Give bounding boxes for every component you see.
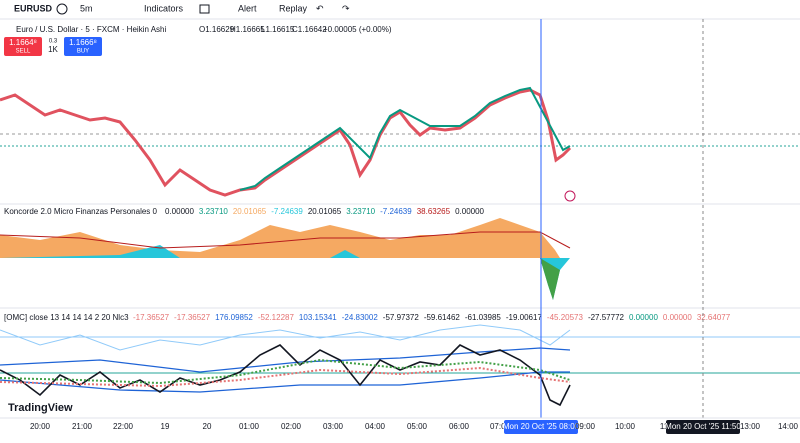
buy-button[interactable] [64, 37, 102, 56]
logo: TradingView [8, 402, 73, 414]
omc-signal-2 [0, 366, 571, 388]
legend-change: +0.00005 (+0.00%) [323, 25, 392, 34]
omc-upper [0, 324, 571, 351]
koncorde-title: Koncorde 2.0 Micro Finanzas Personales 0 [4, 207, 158, 216]
omc-value: 0.00000 [663, 313, 692, 322]
alert[interactable]: Alert [238, 3, 257, 13]
omc-value: -27.57772 [588, 313, 625, 322]
time-label: 19 [161, 422, 170, 431]
omc-value: -61.03985 [465, 313, 502, 322]
time-label: 05:00 [407, 422, 428, 431]
omc-value: -17.36527 [133, 313, 170, 322]
omc-title: [OMC] close 13 14 14 14 2 20 Nlc3 [4, 313, 129, 322]
sell-price: 1.1664⁸ [9, 38, 37, 47]
legend-title: Euro / U.S. Dollar · 5 · FXCM · Heikin A… [16, 25, 166, 34]
time-label: 01:00 [239, 422, 260, 431]
legend-close: C1.16642 [292, 25, 327, 34]
koncorde-green [540, 258, 560, 300]
spread: 0.3 [49, 39, 58, 45]
time-label: 20 [203, 422, 212, 431]
legend-open: O1.16629 [199, 25, 235, 34]
omc-signal [0, 358, 571, 385]
koncorde-value: 0.00000 [455, 207, 484, 216]
omc-value: -24.83002 [342, 313, 379, 322]
indicators[interactable]: Indicators [144, 3, 184, 13]
time-label: 10:00 [615, 422, 636, 431]
event-marker[interactable] [564, 190, 576, 202]
layout-icon[interactable] [199, 4, 210, 14]
time-label: 04:00 [365, 422, 386, 431]
koncorde-value: 3.23710 [199, 207, 228, 216]
koncorde-line [0, 231, 571, 249]
undo[interactable]: ↶ [316, 3, 324, 13]
omc-line [0, 344, 571, 407]
time-label: 14:00 [778, 422, 799, 431]
omc-value: -45.20573 [547, 313, 584, 322]
time-label: 03:00 [323, 422, 344, 431]
omc-value: -19.00617 [506, 313, 543, 322]
time-label: 20:00 [30, 422, 51, 431]
omc-value: -52.12287 [258, 313, 295, 322]
legend-high: H1.16665 [230, 25, 265, 34]
price-candles-up [239, 86, 571, 191]
omc-value: -59.61462 [424, 313, 461, 322]
omc-value: -57.97372 [383, 313, 420, 322]
time-label: 02:00 [281, 422, 302, 431]
omc-value: 176.09852 [215, 313, 253, 322]
omc-band-top [0, 347, 571, 373]
sell-label: SELL [16, 49, 31, 55]
buy-price: 1.1666⁸ [69, 38, 97, 47]
omc-value: 103.15341 [299, 313, 337, 322]
toolbar [0, 0, 800, 19]
koncorde-value: 20.01065 [308, 207, 342, 216]
time-label: 11 [660, 422, 669, 431]
add-symbol[interactable] [56, 3, 68, 15]
omc-value: -17.36527 [174, 313, 211, 322]
time-label: Mon 20 Oct '25 08:00 [503, 422, 580, 431]
time-label: 06:00 [449, 422, 470, 431]
koncorde-values: 0.00000 3.23710 20.01065 -7.24639 20.01065 3.… [165, 207, 485, 216]
redo[interactable]: ↷ [342, 3, 350, 13]
legend-low: L1.16615 [261, 25, 295, 34]
omc-value: 32.64077 [697, 313, 731, 322]
omc-values: -17.36527 -17.36527 176.09852 -52.12287 103.… [133, 313, 731, 322]
time-label: 22:00 [113, 422, 134, 431]
interval[interactable]: 5m [80, 3, 93, 13]
buy-label: BUY [77, 49, 89, 55]
quantity[interactable]: 1K [48, 45, 58, 54]
time-label: 13:00 [740, 422, 761, 431]
time-label: 07:00 [490, 422, 511, 431]
replay[interactable]: Replay [279, 3, 308, 13]
omc-value: 0.00000 [629, 313, 658, 322]
time-label: 09:00 [575, 422, 596, 431]
koncorde-value: 3.23710 [346, 207, 375, 216]
koncorde-area [0, 218, 560, 258]
koncorde-value: 38.63265 [417, 207, 451, 216]
time-highlight [666, 420, 740, 434]
koncorde-value: -7.24639 [380, 207, 412, 216]
koncorde-value: -7.24639 [271, 207, 303, 216]
koncorde-value: 20.01065 [233, 207, 267, 216]
time-label: Mon 20 Oct '25 11:50 [665, 422, 741, 431]
price-candles [0, 88, 572, 197]
symbol[interactable]: EURUSD [14, 3, 53, 13]
sell-button[interactable] [4, 37, 42, 56]
koncorde-value: 0.00000 [165, 207, 194, 216]
time-label: 21:00 [72, 422, 93, 431]
time-highlight [504, 420, 578, 434]
